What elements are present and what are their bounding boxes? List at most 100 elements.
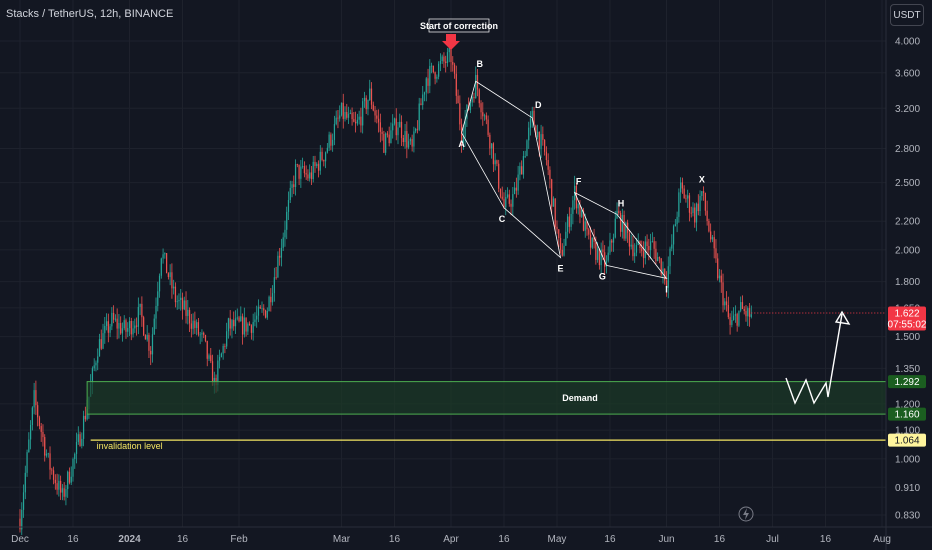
candle-body <box>402 137 404 143</box>
candle-body <box>271 293 274 303</box>
candle-body <box>72 459 74 477</box>
candle-body <box>400 121 403 138</box>
invalidation-label: invalidation level <box>97 441 163 451</box>
wave-triangle-small[interactable] <box>573 191 668 279</box>
candle-body <box>649 241 652 251</box>
candle-body <box>522 156 525 175</box>
candle-body <box>187 309 189 316</box>
candle-body <box>91 368 94 384</box>
demand-zone[interactable] <box>86 381 887 415</box>
candle-body <box>653 241 655 249</box>
currency-button[interactable]: USDT <box>890 4 924 26</box>
x-tick-label: 16 <box>67 534 79 545</box>
x-axis[interactable]: Dec 16 2024 16 Feb Mar 16 Apr 16 May 16 Jun 16 Jul 16 A… <box>0 526 932 545</box>
candle-body <box>337 117 339 119</box>
candle-body <box>577 204 579 209</box>
demand-upper-badge-text: 1.292 <box>894 377 919 388</box>
y-tick-label: 1.500 <box>895 332 920 343</box>
candle-body <box>60 480 62 493</box>
candle-body <box>158 275 161 292</box>
candle-body <box>74 453 76 460</box>
candle-body <box>305 173 307 175</box>
candle-body <box>130 320 132 335</box>
candle-body <box>720 275 722 283</box>
candle-body <box>439 61 442 64</box>
candle-body <box>268 296 270 311</box>
candle-body <box>729 317 731 325</box>
candle-body <box>47 453 49 455</box>
candle-body <box>621 214 623 232</box>
y-tick-label: 2.800 <box>895 144 920 155</box>
candle-body <box>40 426 42 432</box>
candle-body <box>450 48 452 63</box>
projected-arrow-icon <box>834 310 851 325</box>
wave-triangle-large[interactable] <box>461 80 562 259</box>
candle-body <box>701 191 703 196</box>
candle-body <box>247 323 249 332</box>
candle-body <box>724 301 726 306</box>
projected-path[interactable] <box>785 313 843 405</box>
candle-body <box>671 244 673 249</box>
candle-body <box>222 345 224 354</box>
candle-body <box>309 172 311 179</box>
candle-body <box>383 133 385 153</box>
x-tick-label: 16 <box>714 534 726 545</box>
x-tick-label: 16 <box>177 534 189 545</box>
candle-body <box>623 214 625 239</box>
candle-body <box>303 166 306 174</box>
lightning-icon[interactable] <box>738 506 754 522</box>
candle-body <box>591 237 593 248</box>
candle-body <box>687 195 689 199</box>
candle-body <box>252 322 254 333</box>
candle-body <box>367 100 369 110</box>
candle-body <box>609 240 611 253</box>
candle-body <box>330 134 332 146</box>
candle-body <box>741 302 744 309</box>
candle-body <box>736 314 738 326</box>
y-tick-label: 3.600 <box>895 68 920 79</box>
candle-body <box>358 116 360 120</box>
candle-body <box>521 166 523 175</box>
candle-body <box>404 131 406 143</box>
candle-body <box>146 334 148 340</box>
candle-body <box>21 509 23 530</box>
correction-callout-box <box>428 18 490 33</box>
candle-body <box>409 139 411 142</box>
candle-body <box>630 244 632 247</box>
candle-body <box>275 277 277 279</box>
candle-body <box>282 237 284 248</box>
candle-body <box>35 390 37 406</box>
candle-body <box>342 102 344 119</box>
candle-body <box>33 390 35 408</box>
candle-body <box>531 110 533 119</box>
candle-body <box>434 72 436 79</box>
candle-body <box>347 113 350 118</box>
candle-body <box>536 131 539 138</box>
candle-body <box>204 334 207 341</box>
candle-body <box>475 74 477 99</box>
candle-body <box>316 163 318 167</box>
candle-body <box>641 248 643 252</box>
candle-body <box>533 110 535 126</box>
candle-body <box>321 151 323 161</box>
candle-body <box>208 355 210 359</box>
candle-body <box>224 345 226 347</box>
y-tick-label: 1.100 <box>895 426 920 437</box>
demand-zone-label: Demand <box>562 393 598 403</box>
candle-body <box>256 315 258 320</box>
candle-body <box>165 253 168 274</box>
candle-body <box>259 306 261 309</box>
y-axis[interactable]: 4.000 3.600 3.200 2.800 2.500 2.200 2.000 1.800… <box>885 0 927 550</box>
candle-body <box>393 118 396 124</box>
candle-body <box>416 128 419 130</box>
candle-body <box>26 452 28 473</box>
candle-body <box>407 141 410 148</box>
candle-body <box>678 192 680 217</box>
candle-body <box>632 244 634 257</box>
candle-body <box>558 229 560 239</box>
candle-body <box>747 308 749 317</box>
candle-body <box>496 160 498 164</box>
candle-body <box>344 112 346 119</box>
candle-body <box>317 163 320 171</box>
